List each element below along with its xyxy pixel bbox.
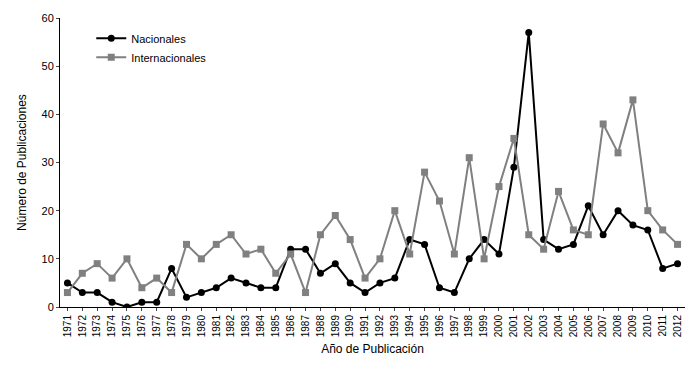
- svg-text:2003: 2003: [538, 315, 549, 338]
- svg-text:1988: 1988: [315, 315, 326, 338]
- svg-text:50: 50: [42, 60, 54, 72]
- svg-text:2008: 2008: [612, 315, 623, 338]
- svg-text:1995: 1995: [419, 315, 430, 338]
- svg-text:1980: 1980: [196, 315, 207, 338]
- svg-text:1973: 1973: [91, 315, 102, 338]
- svg-text:2012: 2012: [672, 315, 683, 338]
- svg-text:1971: 1971: [62, 315, 73, 338]
- svg-text:1972: 1972: [77, 315, 88, 338]
- svg-text:Internacionales: Internacionales: [131, 52, 206, 64]
- svg-text:0: 0: [48, 301, 54, 313]
- svg-text:1989: 1989: [330, 315, 341, 338]
- svg-text:20: 20: [42, 205, 54, 217]
- svg-text:1981: 1981: [211, 315, 222, 338]
- svg-text:1977: 1977: [151, 315, 162, 338]
- svg-text:1986: 1986: [285, 315, 296, 338]
- svg-text:1979: 1979: [181, 315, 192, 338]
- svg-text:10: 10: [42, 253, 54, 265]
- svg-text:2009: 2009: [627, 315, 638, 338]
- svg-text:1990: 1990: [344, 315, 355, 338]
- svg-text:1999: 1999: [478, 315, 489, 338]
- svg-text:2004: 2004: [553, 315, 564, 338]
- svg-text:Nacionales: Nacionales: [131, 33, 186, 45]
- svg-text:2000: 2000: [493, 315, 504, 338]
- svg-text:1998: 1998: [463, 315, 474, 338]
- svg-text:2001: 2001: [508, 315, 519, 338]
- svg-text:2005: 2005: [568, 315, 579, 338]
- svg-text:1975: 1975: [121, 315, 132, 338]
- svg-text:1994: 1994: [404, 315, 415, 338]
- svg-text:2011: 2011: [657, 315, 668, 337]
- svg-text:1997: 1997: [449, 315, 460, 338]
- svg-text:1974: 1974: [106, 315, 117, 338]
- svg-text:2010: 2010: [642, 315, 653, 338]
- svg-text:1992: 1992: [374, 315, 385, 338]
- svg-text:1984: 1984: [255, 315, 266, 338]
- svg-text:40: 40: [42, 108, 54, 120]
- svg-text:Año de Publicación: Año de Publicación: [321, 342, 424, 356]
- svg-text:1987: 1987: [300, 315, 311, 338]
- svg-text:1976: 1976: [136, 315, 147, 338]
- svg-text:1978: 1978: [166, 315, 177, 338]
- svg-text:1993: 1993: [389, 315, 400, 338]
- svg-text:1991: 1991: [359, 315, 370, 338]
- svg-text:1996: 1996: [434, 315, 445, 338]
- svg-text:1982: 1982: [225, 315, 236, 338]
- svg-text:2007: 2007: [597, 315, 608, 338]
- svg-text:Número de Publicaciones: Número de Publicaciones: [15, 94, 29, 231]
- svg-text:2002: 2002: [523, 315, 534, 338]
- svg-text:30: 30: [42, 156, 54, 168]
- svg-text:1985: 1985: [270, 315, 281, 338]
- svg-text:1983: 1983: [240, 315, 251, 338]
- svg-text:60: 60: [42, 12, 54, 24]
- svg-text:2006: 2006: [583, 315, 594, 338]
